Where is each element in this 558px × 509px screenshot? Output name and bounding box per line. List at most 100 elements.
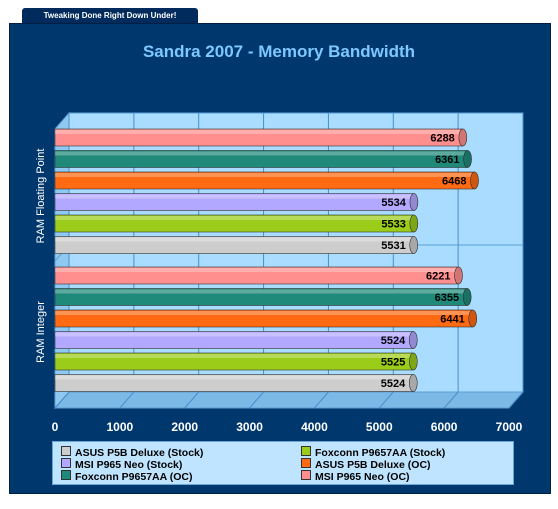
bar-cap (408, 374, 418, 392)
x-tick-label: 0 (52, 420, 59, 434)
x-axis-ticks: 0 1000 2000 3000 4000 5000 6000 7000 (52, 420, 523, 434)
x-tick-label: 2000 (171, 420, 198, 434)
bar-highlight (55, 130, 463, 134)
bar-highlight (55, 332, 414, 337)
bar-cap-shade (409, 374, 418, 392)
bar-cap (462, 288, 472, 306)
bar-value-label: 6288 (430, 133, 454, 145)
bar-cap (458, 128, 468, 147)
bar-highlight (55, 194, 414, 199)
x-tick-label: 3000 (236, 420, 263, 434)
bar: 6355 (54, 288, 472, 306)
legend-item: MSI P965 Neo (Stock) (61, 458, 182, 471)
bar-value-label: 5524 (381, 335, 406, 347)
legend-label: MSI P965 Neo (OC) (315, 471, 410, 483)
bar-highlight (55, 289, 468, 294)
legend-item: ASUS P5B Deluxe (OC) (301, 458, 431, 471)
bar-value-label: 6361 (435, 154, 459, 166)
floor-gridline (249, 391, 264, 409)
legend-label: ASUS P5B Deluxe (OC) (315, 459, 431, 471)
legend-item: Foxconn P9657AA (OC) (61, 470, 192, 483)
floor-gridline (314, 391, 329, 409)
bar-cap-shade (409, 215, 418, 232)
bar-cap-shade (463, 150, 472, 168)
x-tick-label: 5000 (366, 420, 393, 434)
bar-highlight (55, 354, 414, 358)
x-tick-label: 7000 (496, 420, 523, 434)
floor-gridline (184, 391, 200, 409)
category-label: RAM Integer (35, 301, 47, 363)
category-labels: RAM Floating Point RAM Integer (35, 149, 47, 363)
bar-value-label: 5525 (381, 357, 405, 369)
plot-floor (53, 391, 525, 409)
bar-cap (409, 352, 418, 371)
bar-cap-shade (454, 267, 463, 284)
bars: 6288 6361 6468 5534 5533 5531 6221 6355 6441 5524… (54, 128, 479, 392)
bar: 6468 (54, 171, 479, 190)
bar-highlight (55, 311, 473, 315)
legend-label: Foxconn P9657AA (OC) (75, 471, 193, 483)
bar-cap-shade (409, 353, 418, 370)
bar: 6288 (54, 128, 468, 147)
category-label: RAM Floating Point (35, 149, 47, 244)
bar-highlight (55, 268, 459, 272)
bar-cap (454, 266, 463, 285)
bar-value-label: 6221 (426, 271, 450, 283)
floor-gridline (54, 391, 70, 409)
bar: 5534 (54, 193, 419, 211)
bar-cap (468, 309, 478, 328)
bar-value-label: 5531 (381, 240, 405, 252)
bar-cap-shade (470, 172, 479, 189)
bar: 5524 (54, 374, 418, 392)
legend-swatch (61, 470, 71, 480)
bar-cap-shade (463, 288, 472, 306)
bar-value-label: 6468 (442, 176, 466, 188)
bar: 6441 (54, 309, 478, 328)
site-tagline-tab: Tweaking Done Right Down Under! (22, 8, 198, 24)
bar: 5524 (54, 331, 418, 349)
bar-value-label: 6355 (435, 292, 459, 304)
bar-cap (409, 214, 419, 233)
bar-cap-shade (458, 129, 467, 146)
x-tick-label: 6000 (431, 420, 458, 434)
legend-swatch (61, 458, 71, 468)
bar: 6221 (54, 266, 463, 285)
bar-value-label: 5534 (381, 197, 406, 209)
bar: 5525 (54, 352, 418, 371)
bar-highlight (55, 237, 414, 242)
legend-swatch (301, 458, 311, 468)
bar-highlight (55, 173, 475, 177)
legend-label: Foxconn P9657AA (Stock) (315, 447, 446, 459)
legend-label: MSI P965 Neo (Stock) (75, 459, 183, 471)
bar-highlight (55, 151, 468, 156)
legend-swatch (61, 446, 71, 456)
chart-title: Sandra 2007 - Memory Bandwidth (142, 42, 416, 61)
floor-gridline (443, 391, 459, 409)
bar-cap-shade (409, 331, 418, 349)
bar-cap-shade (409, 236, 418, 254)
bar-cap-shade (468, 310, 477, 327)
bar-value-label: 6441 (440, 314, 464, 326)
bar-cap (463, 150, 472, 168)
bar-cap (470, 171, 479, 190)
legend-item: Foxconn P9657AA (Stock) (301, 446, 445, 459)
bar-value-label: 5524 (381, 378, 406, 390)
floor-gridline (378, 391, 394, 409)
x-tick-label: 4000 (301, 420, 328, 434)
bar-highlight (55, 216, 414, 220)
legend-item: MSI P965 Neo (OC) (301, 470, 410, 483)
bar: 5531 (54, 236, 419, 254)
bar-highlight (55, 375, 414, 380)
bar: 6361 (54, 150, 472, 168)
legend-item: ASUS P5B Deluxe (Stock) (61, 446, 203, 459)
legend-label: ASUS P5B Deluxe (Stock) (75, 447, 204, 459)
bar-cap-shade (409, 193, 418, 211)
floor-gridline (508, 391, 524, 409)
bar-cap (409, 193, 419, 211)
bar-cap (409, 236, 419, 254)
legend-swatch (301, 470, 311, 480)
floor-gridline (119, 391, 135, 409)
legend: ASUS P5B Deluxe (Stock) Foxconn P9657AA … (52, 441, 514, 485)
bar-value-label: 5533 (381, 219, 405, 231)
